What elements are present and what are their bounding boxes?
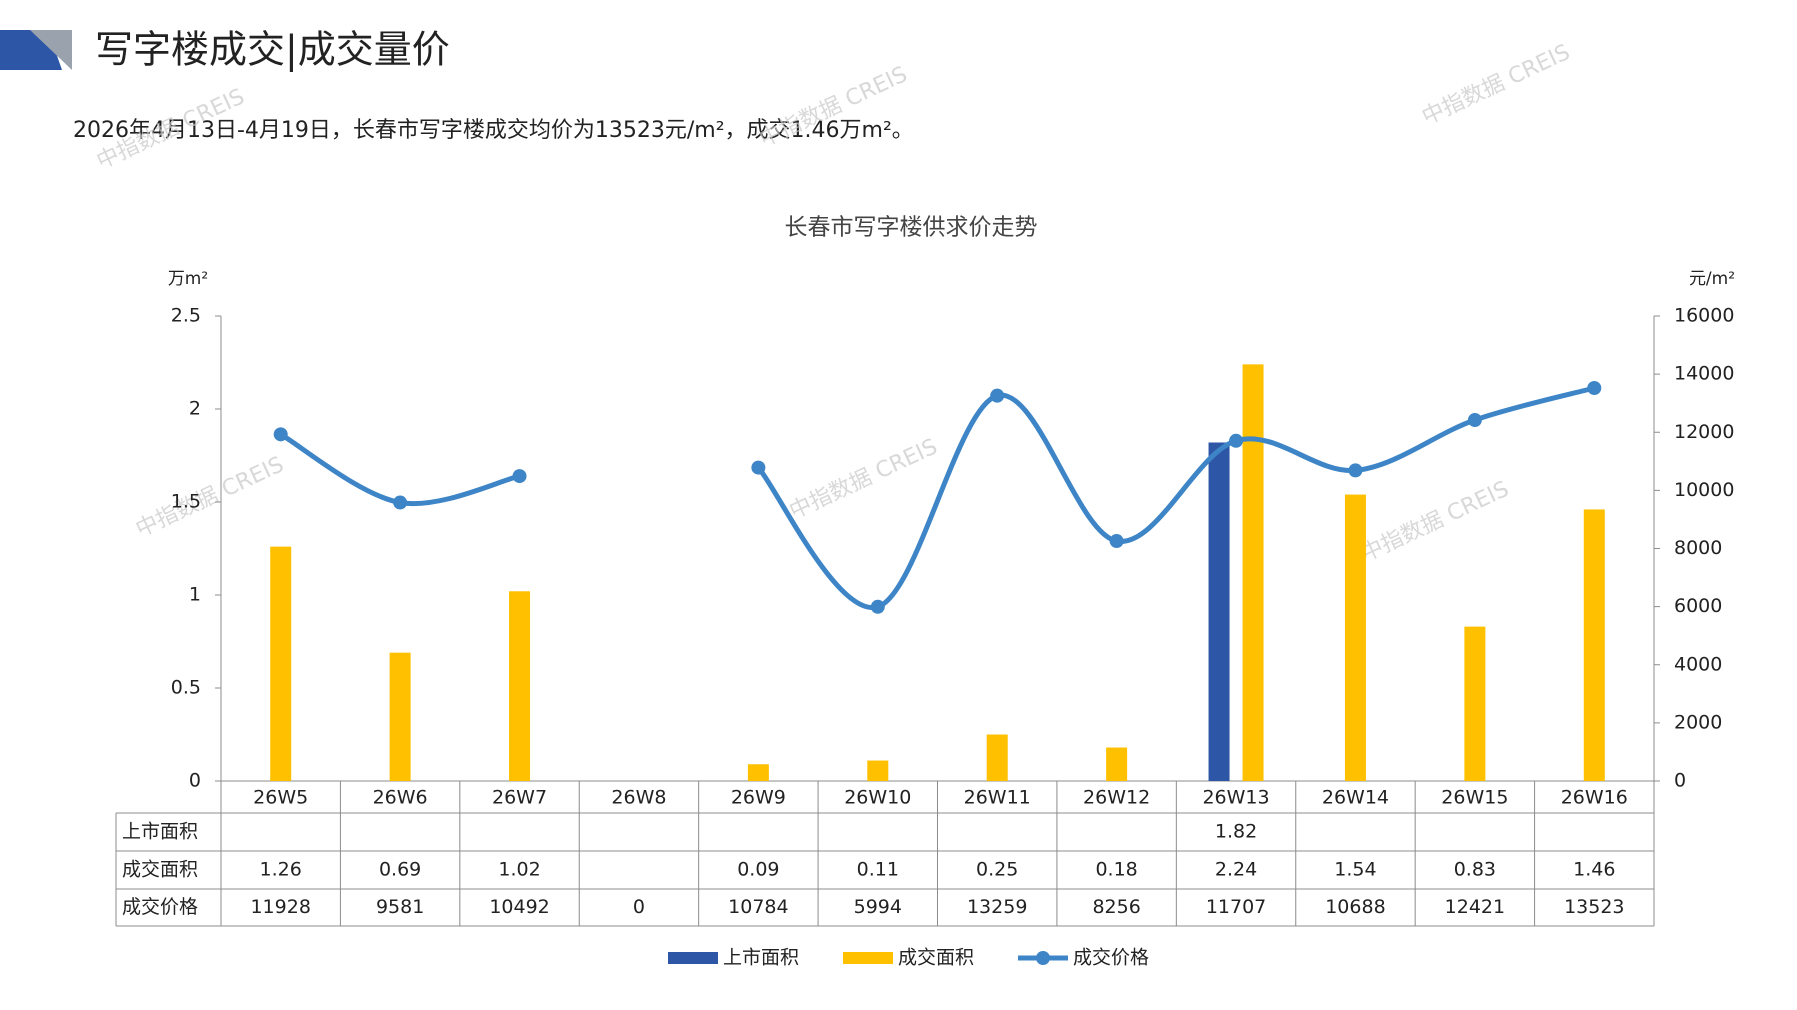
y2-tick-label: 2000 (1674, 711, 1722, 733)
table-cell: 2.24 (1215, 859, 1257, 881)
y-tick-label: 2 (189, 398, 201, 420)
y2-tick-label: 10000 (1674, 479, 1734, 501)
x-tick-label: 26W5 (253, 787, 308, 809)
line-point (273, 427, 288, 442)
watermark: 中指数据 CREIS (786, 434, 942, 524)
y-tick-label: 0.5 (171, 677, 201, 699)
x-tick-label: 26W13 (1202, 787, 1269, 809)
watermark: 中指数据 CREIS (132, 452, 288, 542)
table-cell: 13259 (967, 896, 1027, 918)
line (279, 385, 1595, 610)
table-cell: 0.11 (857, 859, 899, 881)
line-point (1348, 463, 1363, 478)
table-cell: 0.25 (976, 859, 1018, 881)
table-cell: 0.69 (379, 859, 421, 881)
table-row-header: 成交面积 (122, 859, 198, 881)
bar (1208, 442, 1230, 781)
line-point (1467, 413, 1482, 428)
table-cell: 10688 (1325, 896, 1385, 918)
legend-label: 上市面积 (723, 947, 799, 969)
table-row-header: 成交价格 (122, 896, 198, 918)
x-tick-label: 26W15 (1441, 787, 1508, 809)
x-tick-label: 26W6 (373, 787, 428, 809)
table-cell: 11928 (250, 896, 310, 918)
x-tick-label: 26W14 (1322, 787, 1389, 809)
x-tick-label: 26W16 (1561, 787, 1628, 809)
line-point (512, 469, 527, 484)
x-tick-label: 26W10 (844, 787, 911, 809)
table-cell: 1.02 (498, 859, 540, 881)
table-cell: 0.18 (1095, 859, 1137, 881)
y2-tick-label: 0 (1674, 770, 1686, 792)
table-cell: 1.82 (1215, 821, 1257, 843)
table-cell: 8256 (1092, 896, 1140, 918)
table-cell: 0.09 (737, 859, 779, 881)
x-tick-label: 26W12 (1083, 787, 1150, 809)
y-axis-label: 万m² (168, 269, 208, 289)
y2-tick-label: 12000 (1674, 421, 1734, 443)
table-cell: 11707 (1206, 896, 1266, 918)
line-point (1109, 534, 1124, 549)
y2-tick-label: 16000 (1674, 305, 1734, 327)
line-point (1229, 433, 1244, 448)
bar (1464, 626, 1486, 781)
table-cell: 12421 (1445, 896, 1505, 918)
legend-label: 成交价格 (1073, 947, 1149, 969)
table-cell: 1.26 (260, 859, 302, 881)
table-cell: 1.46 (1573, 859, 1615, 881)
y2-tick-label: 6000 (1674, 595, 1722, 617)
table-cell: 0.83 (1454, 859, 1496, 881)
bar (867, 760, 889, 781)
y2-tick-label: 8000 (1674, 537, 1722, 559)
y-tick-label: 2.5 (171, 305, 201, 327)
bar (509, 591, 531, 781)
bar (389, 652, 411, 781)
chart-title: 长春市写字楼供求价走势 (785, 215, 1038, 241)
legend-swatch (668, 952, 718, 964)
legend-swatch (843, 952, 893, 964)
table-cell: 10492 (489, 896, 549, 918)
table-cell: 0 (633, 896, 645, 918)
line-point (990, 388, 1005, 403)
table-cell: 9581 (376, 896, 424, 918)
x-tick-label: 26W7 (492, 787, 547, 809)
legend-swatch (1036, 951, 1050, 965)
table-cell: 1.54 (1334, 859, 1376, 881)
watermark: 中指数据 CREIS (1357, 477, 1513, 567)
bar (747, 764, 769, 781)
y2-axis-label: 元/m² (1689, 269, 1735, 289)
table-cell: 13523 (1564, 896, 1624, 918)
table-cell: 5994 (854, 896, 902, 918)
bar (1106, 747, 1128, 781)
line-point (1587, 380, 1602, 395)
y-tick-label: 0 (189, 770, 201, 792)
icon (30, 30, 72, 70)
x-tick-label: 26W9 (731, 787, 786, 809)
bar (270, 546, 292, 781)
y-tick-label: 1 (189, 584, 201, 606)
page-title: 写字楼成交|成交量价 (95, 28, 450, 73)
summary: 2026年4月13日-4月19日，长春市写字楼成交均价为13523元/m²，成交… (73, 118, 914, 143)
x-tick-label: 26W11 (964, 787, 1031, 809)
y2-tick-label: 4000 (1674, 653, 1722, 675)
watermark: 中指数据 CREIS (1418, 40, 1574, 130)
x-tick-label: 26W8 (611, 787, 666, 809)
bar (1583, 509, 1605, 781)
table-row-header: 上市面积 (122, 821, 198, 843)
bar (1242, 364, 1264, 781)
legend-label: 成交面积 (898, 947, 974, 969)
bar (1344, 494, 1366, 781)
line-point (870, 599, 885, 614)
bar (986, 734, 1008, 781)
line-point (393, 495, 408, 510)
line-point (751, 460, 766, 475)
y2-tick-label: 14000 (1674, 363, 1734, 385)
table-cell: 10784 (728, 896, 788, 918)
y-tick-label: 1.5 (171, 491, 201, 513)
